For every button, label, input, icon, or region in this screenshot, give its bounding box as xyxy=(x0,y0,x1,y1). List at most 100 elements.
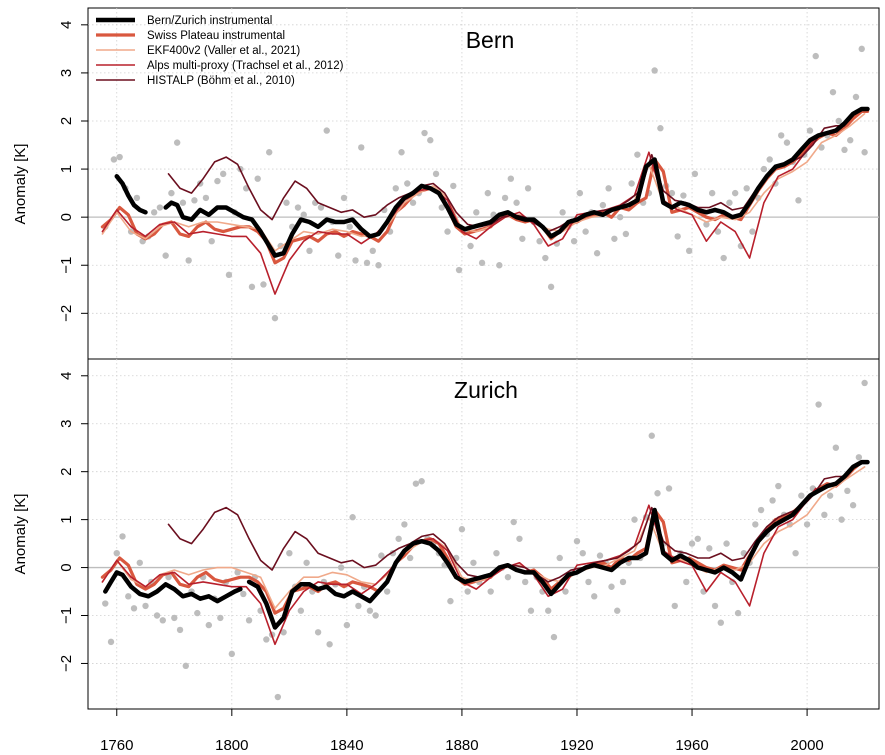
annual-point xyxy=(263,636,270,643)
annual-point xyxy=(550,633,558,641)
annual-point xyxy=(349,514,356,521)
annual-point xyxy=(838,516,845,523)
annual-point xyxy=(806,127,814,134)
annual-point xyxy=(493,549,500,557)
annual-point xyxy=(855,454,863,461)
annual-point xyxy=(125,593,132,600)
series-line-bern-zurich-instrumental xyxy=(114,106,870,258)
annual-point xyxy=(484,189,492,197)
annual-point xyxy=(404,180,411,187)
annual-point xyxy=(570,237,578,245)
annual-point xyxy=(706,545,713,552)
x-axis: 1760 1800 1840 1880 1920 1960 2000 xyxy=(100,708,824,754)
legend-label-alps-multi-proxy-trachsel-et-al-2012: Alps multi-proxy (Trachsel et al., 2012) xyxy=(147,60,344,72)
legend-label-histalp-b-hm-et-al-2010: HISTALP (Böhm et al., 2010) xyxy=(147,75,295,87)
annual-point xyxy=(383,588,391,595)
annual-point xyxy=(240,590,247,598)
annual-point xyxy=(711,602,719,610)
x-tick-label: 1840 xyxy=(330,737,363,754)
annual-point xyxy=(596,552,604,559)
annual-point xyxy=(217,614,224,622)
annual-point xyxy=(355,602,362,610)
annual-point xyxy=(473,209,480,216)
annual-point xyxy=(102,600,109,607)
annual-point xyxy=(795,197,802,204)
annual-point xyxy=(205,621,213,629)
annual-point xyxy=(829,88,837,96)
series-zurich xyxy=(100,459,870,646)
annual-point xyxy=(821,511,828,519)
series-bern xyxy=(100,106,870,295)
annual-point xyxy=(153,612,161,619)
legend-label-bern-zurich-instrumental: Bern/Zurich instrumental xyxy=(147,15,272,27)
annual-point xyxy=(412,480,420,487)
annual-point xyxy=(340,194,348,202)
annual-point xyxy=(504,573,512,581)
annual-point xyxy=(323,127,330,134)
annual-point xyxy=(260,281,267,288)
annual-point xyxy=(378,552,385,559)
annual-point xyxy=(585,578,592,586)
annual-point xyxy=(162,252,169,259)
annual-point xyxy=(547,283,555,291)
annual-point xyxy=(608,583,615,590)
annual-point xyxy=(858,45,865,53)
y-axis-bern: −2 −1 0 1 2 3 4 xyxy=(58,21,89,322)
annual-point xyxy=(749,228,756,235)
annual-point xyxy=(703,221,710,228)
annual-point xyxy=(421,129,428,137)
y-tick-label: 2 xyxy=(58,467,75,475)
annual-point xyxy=(657,125,664,132)
annual-point xyxy=(734,609,742,617)
annual-point xyxy=(524,185,532,192)
annual-point xyxy=(576,189,584,197)
y-axis-label-zurich: Anomaly [K] xyxy=(12,494,29,575)
annual-point xyxy=(665,485,673,492)
annual-point xyxy=(545,607,552,614)
annual-point xyxy=(326,641,333,648)
y-tick-label: −1 xyxy=(58,607,75,624)
annual-point xyxy=(286,549,293,557)
x-tick-label: 1960 xyxy=(675,737,708,754)
annual-point xyxy=(760,165,768,173)
annual-point xyxy=(708,189,716,197)
annual-point xyxy=(438,204,445,211)
annual-point xyxy=(559,209,566,216)
annual-point xyxy=(185,257,192,264)
annual-point xyxy=(363,259,371,267)
series-line-histalp-b-hm-et-al-2010 xyxy=(167,125,846,233)
annual-point xyxy=(611,235,618,242)
annual-point xyxy=(395,535,402,542)
annual-point xyxy=(847,137,854,144)
annual-point xyxy=(835,117,842,125)
annual-point xyxy=(628,180,635,187)
annual-point xyxy=(130,605,138,612)
annual-point xyxy=(398,149,405,156)
annual-point xyxy=(593,250,601,257)
annual-point xyxy=(591,593,598,600)
annual-point xyxy=(616,213,624,221)
y-tick-label: 1 xyxy=(58,515,75,523)
annual-point xyxy=(110,156,118,163)
legend-label-swiss-plateau-instrumental: Swiss Plateau instrumental xyxy=(147,30,285,42)
series-line-ekf400v2-valler-et-al-2021 xyxy=(101,466,866,610)
annual-point xyxy=(668,189,676,197)
y-tick-label: 0 xyxy=(58,213,75,221)
legend: Bern/Zurich instrumental Swiss Plateau in… xyxy=(96,15,344,87)
annual-point xyxy=(792,549,799,557)
annual-point xyxy=(803,521,811,528)
annual-point xyxy=(714,228,722,235)
points-bern xyxy=(102,45,868,322)
panel-title-zurich: Zurich xyxy=(454,377,518,403)
annual-point xyxy=(573,537,581,545)
annual-point xyxy=(458,526,466,533)
annual-point xyxy=(254,175,261,182)
annual-point xyxy=(343,621,351,629)
grid-bern xyxy=(88,8,879,359)
annual-point xyxy=(107,638,115,646)
annual-point xyxy=(582,228,589,235)
annual-point xyxy=(717,619,724,626)
annual-point xyxy=(775,482,782,490)
annual-point xyxy=(266,149,273,156)
